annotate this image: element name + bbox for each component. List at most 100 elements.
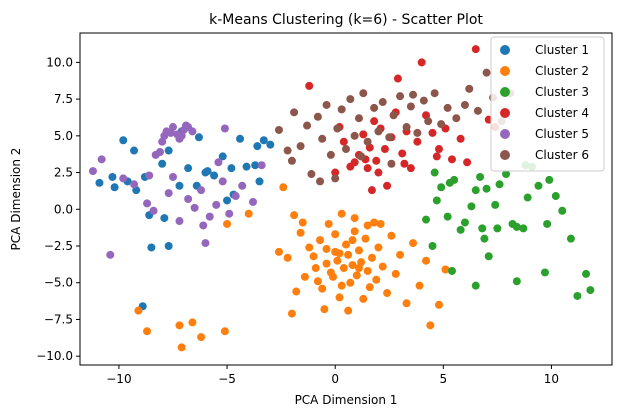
x-axis-label: PCA Dimension 1 bbox=[295, 393, 398, 407]
cluster-5-point bbox=[218, 177, 227, 186]
cluster-2-point bbox=[415, 281, 424, 290]
cluster-4-point bbox=[372, 156, 381, 165]
cluster-1-point bbox=[110, 183, 119, 192]
cluster-2-point bbox=[324, 219, 333, 228]
cluster-6-point bbox=[409, 90, 418, 99]
cluster-6-point bbox=[313, 112, 322, 121]
cluster-2-point bbox=[318, 284, 327, 293]
cluster-5-point bbox=[257, 161, 266, 170]
legend-marker-cluster-3 bbox=[500, 87, 510, 97]
cluster-6-point bbox=[287, 156, 296, 165]
y-axis-label: PCA Dimension 2 bbox=[9, 148, 23, 251]
cluster-3-point bbox=[482, 184, 491, 193]
cluster-2-point bbox=[177, 343, 186, 352]
cluster-2-point bbox=[329, 272, 338, 281]
legend: Cluster 1 Cluster 2 Cluster 3 Cluster 4 Clus… bbox=[490, 36, 605, 172]
cluster-6-point bbox=[389, 111, 398, 120]
cluster-1-point bbox=[253, 142, 262, 151]
cluster-5-point bbox=[175, 217, 184, 226]
cluster-1-point bbox=[255, 177, 264, 186]
cluster-3-point bbox=[456, 225, 465, 234]
cluster-6-point bbox=[354, 114, 363, 123]
cluster-2-point bbox=[350, 214, 359, 223]
cluster-2-point bbox=[374, 243, 383, 252]
cluster-1-point bbox=[194, 133, 203, 142]
cluster-4-point bbox=[432, 152, 441, 161]
cluster-6-point bbox=[465, 84, 474, 93]
cluster-6-point bbox=[283, 146, 292, 155]
legend-marker-cluster-1 bbox=[500, 45, 510, 55]
cluster-1-point bbox=[147, 243, 156, 252]
cluster-5-point bbox=[249, 197, 258, 206]
cluster-6-point bbox=[387, 159, 396, 168]
cluster-5-point bbox=[190, 203, 199, 212]
plot-frame bbox=[79, 32, 613, 366]
cluster-3-point bbox=[471, 186, 480, 195]
cluster-5-point bbox=[188, 127, 197, 136]
legend-label-cluster-5: Cluster 5 bbox=[535, 127, 589, 141]
cluster-2-point bbox=[197, 333, 206, 342]
cluster-3-point bbox=[491, 200, 500, 209]
cluster-3-point bbox=[582, 269, 591, 278]
cluster-2-point bbox=[344, 250, 353, 259]
cluster-2-point bbox=[220, 327, 229, 336]
cluster-5-point bbox=[212, 200, 221, 209]
cluster-2-point bbox=[361, 234, 370, 243]
cluster-2-point bbox=[188, 318, 197, 327]
cluster-2-point bbox=[348, 236, 357, 245]
cluster-3-point bbox=[476, 172, 485, 181]
y-tick-label: 10.0 bbox=[46, 55, 73, 69]
cluster-3-point bbox=[523, 193, 532, 202]
cluster-6-point bbox=[326, 150, 335, 159]
cluster-4-point bbox=[374, 168, 383, 177]
cluster-1-point bbox=[158, 159, 167, 168]
cluster-2-point bbox=[244, 209, 253, 218]
cluster-1-point bbox=[210, 171, 219, 180]
cluster-2-point bbox=[335, 249, 344, 258]
cluster-6-point bbox=[274, 125, 283, 134]
cluster-3-point bbox=[432, 196, 441, 205]
cluster-1-point bbox=[218, 152, 227, 161]
cluster-5-point bbox=[199, 221, 208, 230]
cluster-2-point bbox=[298, 218, 307, 227]
cluster-5-point bbox=[97, 155, 106, 164]
cluster-2-point bbox=[402, 299, 411, 308]
cluster-6-point bbox=[296, 142, 305, 151]
cluster-3-point bbox=[566, 234, 575, 243]
cluster-2-point bbox=[387, 231, 396, 240]
cluster-6-point bbox=[337, 105, 346, 114]
cluster-1-point bbox=[184, 164, 193, 173]
cluster-2-point bbox=[363, 221, 372, 230]
cluster-6-point bbox=[482, 68, 491, 77]
cluster-5-point bbox=[168, 123, 177, 132]
cluster-5-point bbox=[119, 174, 128, 183]
points-layer bbox=[88, 45, 595, 352]
cluster-5-point bbox=[88, 167, 97, 176]
cluster-5-point bbox=[164, 189, 173, 198]
cluster-1-point bbox=[160, 214, 169, 223]
cluster-1-point bbox=[164, 146, 173, 155]
cluster-6-point bbox=[396, 92, 405, 101]
cluster-1-point bbox=[251, 161, 260, 170]
cluster-6-point bbox=[413, 128, 422, 137]
cluster-2-point bbox=[339, 264, 348, 273]
cluster-4-point bbox=[367, 186, 376, 195]
cluster-6-point bbox=[424, 117, 433, 126]
cluster-5-point bbox=[231, 192, 240, 201]
cluster-5-point bbox=[151, 150, 160, 159]
cluster-3-point bbox=[422, 215, 431, 224]
cluster-4-point bbox=[331, 168, 340, 177]
cluster-6-point bbox=[333, 124, 342, 133]
cluster-4-point bbox=[417, 58, 426, 67]
cluster-2-point bbox=[313, 277, 322, 286]
cluster-6-point bbox=[385, 133, 394, 142]
cluster-2-point bbox=[383, 289, 392, 298]
cluster-2-point bbox=[292, 287, 301, 296]
cluster-3-point bbox=[512, 277, 521, 286]
legend-label-cluster-6: Cluster 6 bbox=[535, 148, 589, 162]
cluster-6-point bbox=[290, 108, 299, 117]
cluster-4-point bbox=[447, 155, 456, 164]
y-axis-ticks: −10.0 −7.5 −5.0 −2.5 0.0 2.5 5.0 7.5 10.0 bbox=[36, 55, 80, 363]
cluster-4-point bbox=[463, 158, 472, 167]
cluster-4-point bbox=[428, 128, 437, 137]
